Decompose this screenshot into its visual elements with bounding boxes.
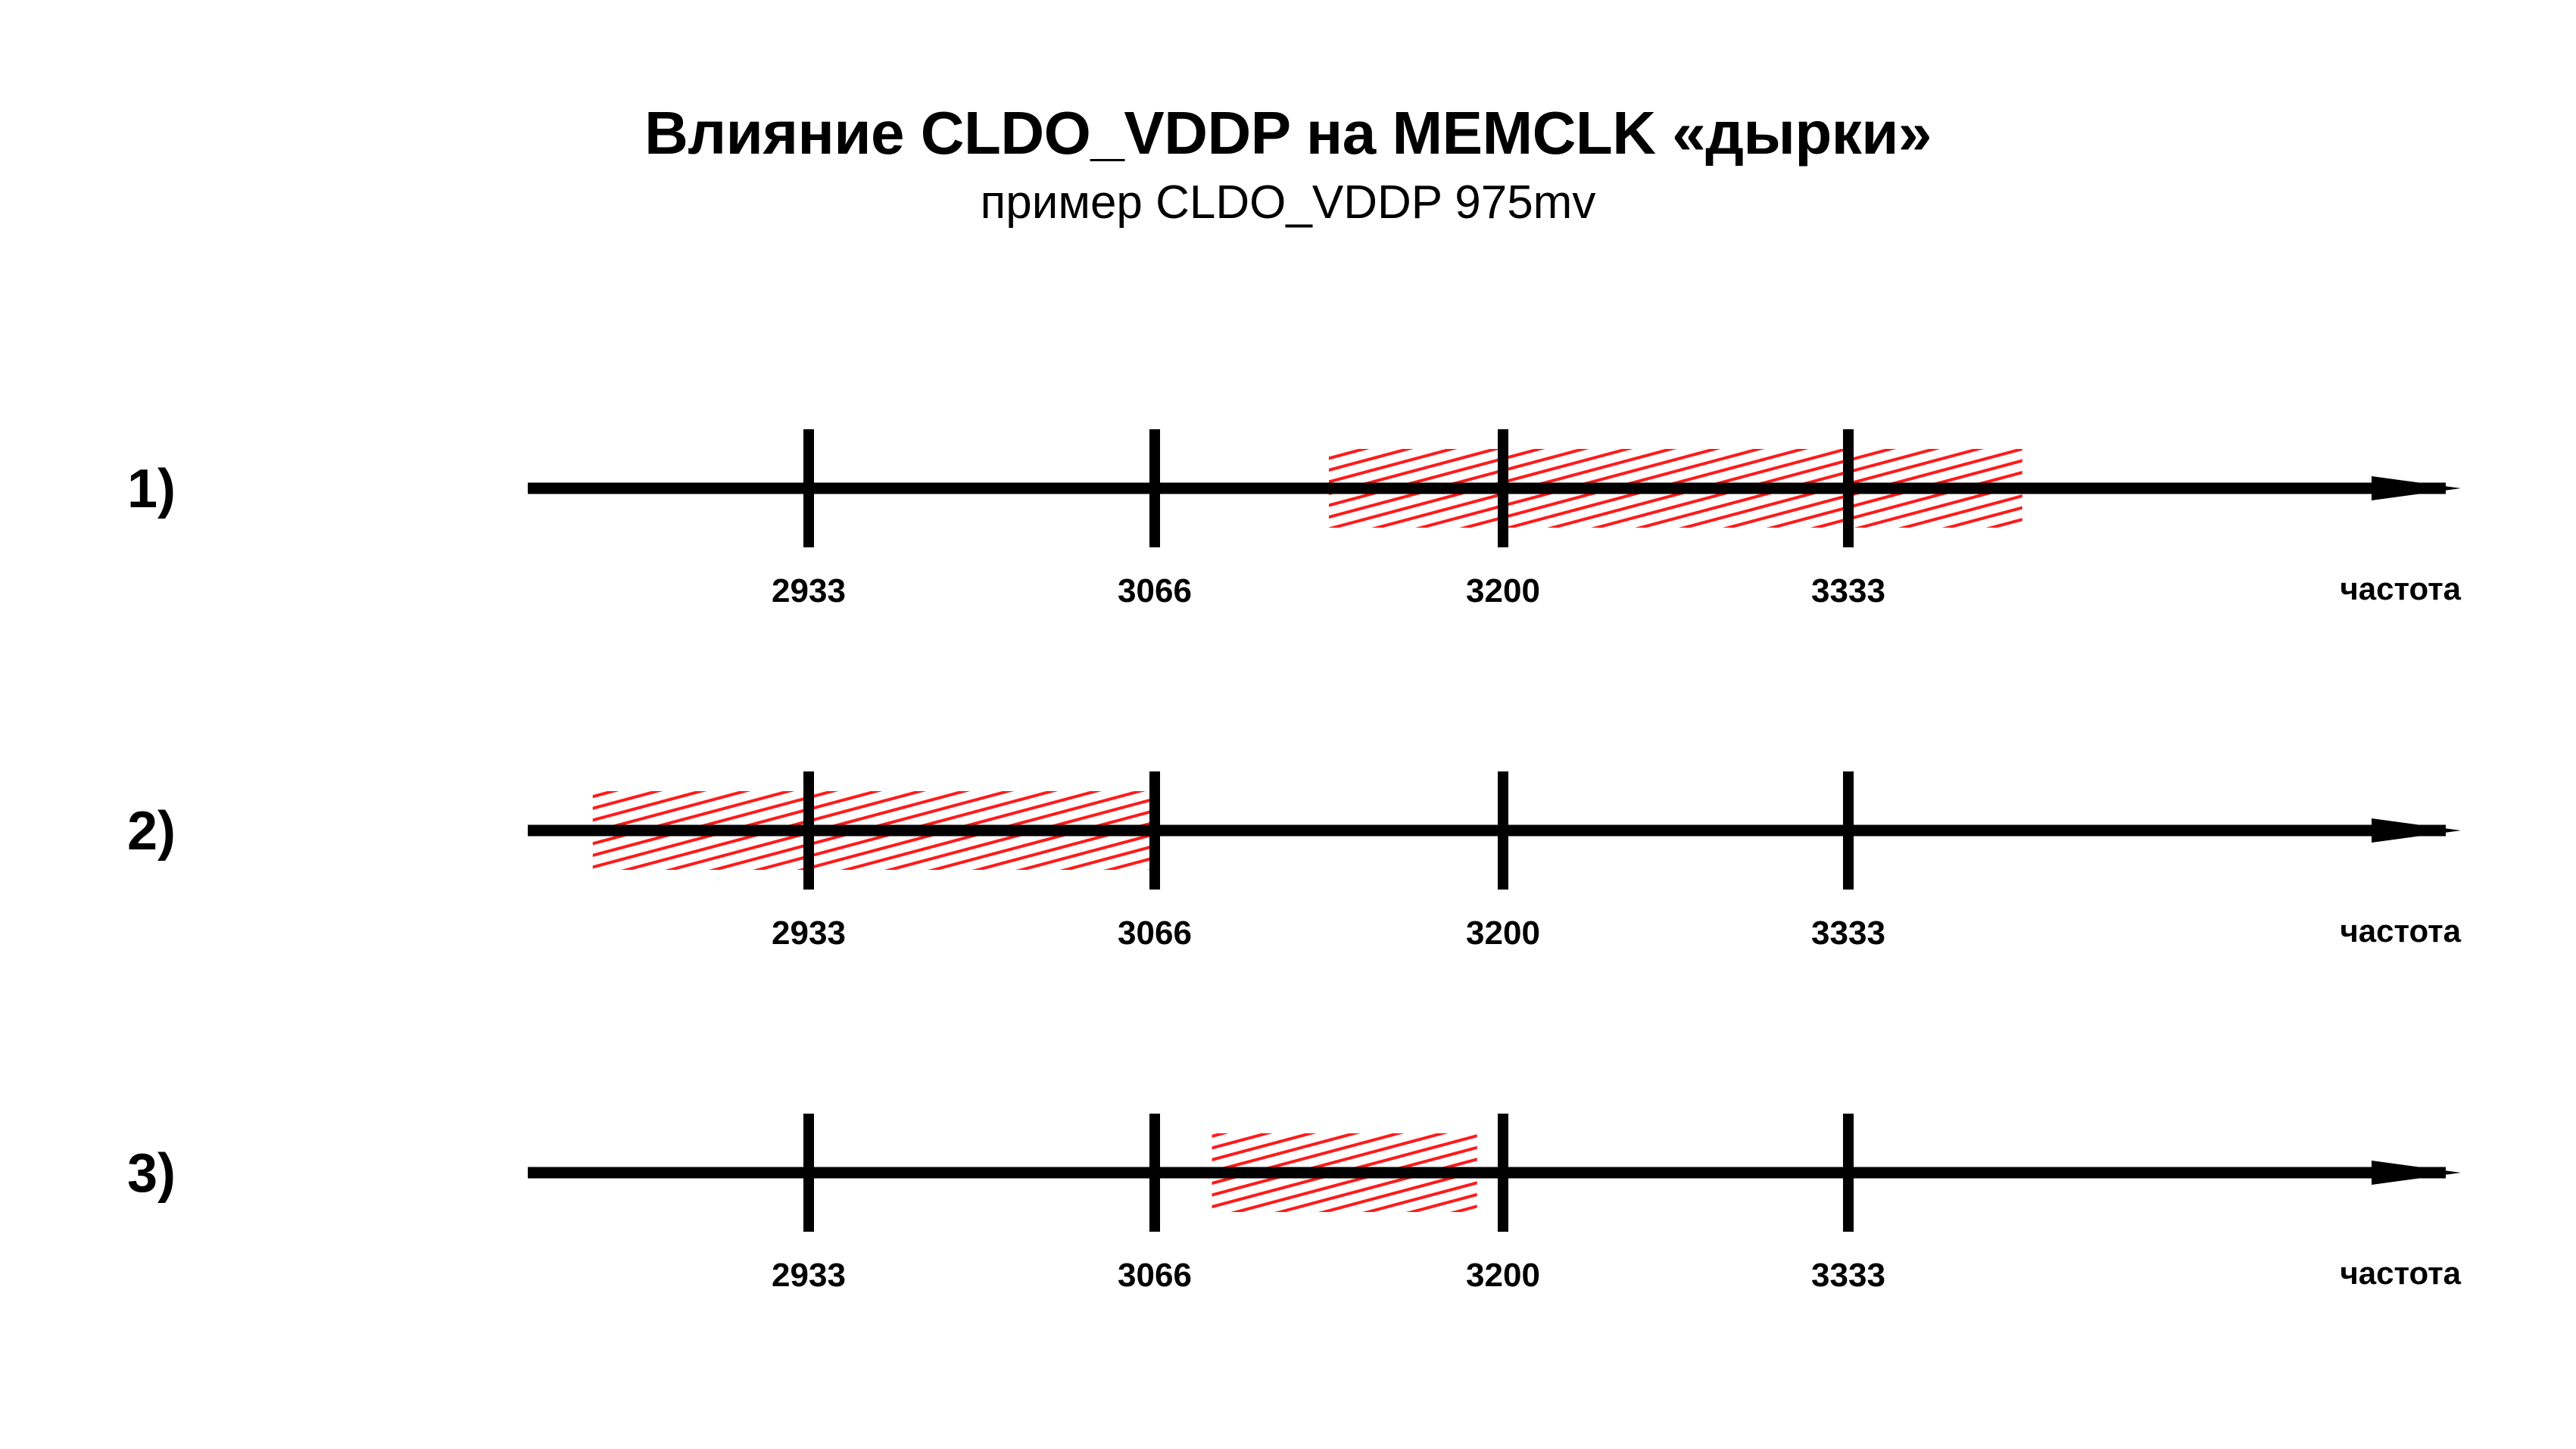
row-number-label: 2) xyxy=(127,801,176,862)
tick-label: 3333 xyxy=(1811,915,1885,952)
frequency-axis-row: 1) 2933 3066 3200 3333 частота xyxy=(127,429,2462,609)
tick-label: 3333 xyxy=(1811,572,1885,609)
tick-label: 2933 xyxy=(772,1257,846,1294)
tick-label: 3066 xyxy=(1118,915,1192,952)
tick-label: 3200 xyxy=(1466,915,1540,952)
page-subtitle: пример CLDO_VDDP 975mv xyxy=(980,176,1596,229)
axis-arrowhead xyxy=(2372,1161,2461,1185)
axis-arrowhead xyxy=(2372,476,2461,500)
tick-label: 3333 xyxy=(1811,1257,1885,1294)
tick-label: 3200 xyxy=(1466,572,1540,609)
row-number-label: 3) xyxy=(127,1143,176,1204)
tick-label: 3200 xyxy=(1466,1257,1540,1294)
tick-label: 3066 xyxy=(1118,572,1192,609)
axis-label: частота xyxy=(2340,913,2461,949)
tick-label: 3066 xyxy=(1118,1257,1192,1294)
frequency-axis-row: 3) 2933 3066 3200 3333 частота xyxy=(127,1114,2462,1294)
axis-label: частота xyxy=(2340,1255,2461,1291)
frequency-axis-row: 2) 2933 3066 3200 3333 частота xyxy=(127,771,2462,952)
page-title: Влияние CLDO_VDDP на MEMCLK «дырки» xyxy=(644,99,1932,167)
axis-label: частота xyxy=(2340,571,2461,606)
tick-label: 2933 xyxy=(772,915,846,952)
tick-label: 2933 xyxy=(772,572,846,609)
axis-arrowhead xyxy=(2372,818,2461,843)
row-number-label: 1) xyxy=(127,459,176,519)
